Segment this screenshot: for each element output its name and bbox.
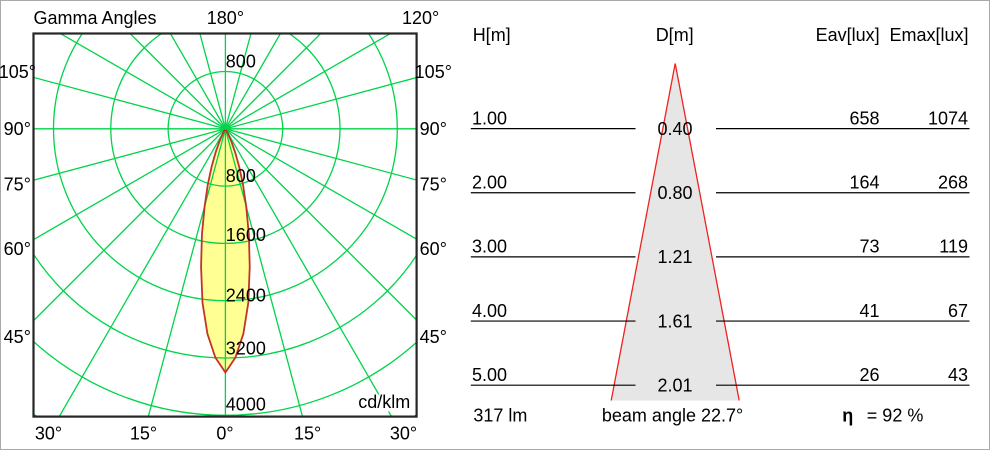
svg-text:1.61: 1.61 (657, 311, 692, 331)
svg-text:45°: 45° (4, 327, 31, 347)
svg-text:Emax[lux]: Emax[lux] (889, 25, 968, 45)
svg-text:4000: 4000 (226, 395, 266, 415)
svg-text:Eav[lux]: Eav[lux] (816, 25, 880, 45)
svg-text:beam angle 22.7°: beam angle 22.7° (602, 406, 743, 426)
svg-text:45°: 45° (420, 327, 447, 347)
svg-text:120°: 120° (402, 8, 439, 28)
svg-text:0.40: 0.40 (657, 119, 692, 139)
svg-text:= 92 %: = 92 % (867, 406, 924, 426)
svg-text:67: 67 (948, 301, 968, 321)
svg-text:658: 658 (849, 108, 879, 128)
svg-text:3200: 3200 (226, 338, 266, 358)
svg-text:268: 268 (938, 172, 968, 192)
svg-text:317 lm: 317 lm (473, 406, 527, 426)
svg-text:90°: 90° (420, 119, 447, 139)
svg-text:3.00: 3.00 (472, 237, 507, 257)
svg-text:90°: 90° (4, 119, 31, 139)
svg-text:η: η (842, 406, 853, 426)
svg-text:30°: 30° (390, 423, 417, 443)
svg-text:D[m]: D[m] (656, 25, 694, 45)
svg-text:4.00: 4.00 (472, 301, 507, 321)
svg-text:2400: 2400 (226, 286, 266, 306)
svg-text:800: 800 (226, 166, 256, 186)
svg-text:0.80: 0.80 (657, 183, 692, 203)
svg-text:2.00: 2.00 (472, 172, 507, 192)
svg-text:1.21: 1.21 (657, 247, 692, 267)
svg-text:cd/klm: cd/klm (358, 392, 410, 412)
svg-text:105°: 105° (0, 62, 36, 82)
svg-text:75°: 75° (4, 174, 31, 194)
svg-text:5.00: 5.00 (472, 365, 507, 385)
svg-text:73: 73 (859, 237, 879, 257)
svg-text:Gamma Angles: Gamma Angles (34, 8, 157, 28)
svg-text:60°: 60° (4, 239, 31, 259)
svg-text:105°: 105° (415, 62, 452, 82)
svg-text:800: 800 (226, 51, 256, 71)
svg-text:2.01: 2.01 (657, 375, 692, 395)
svg-text:H[m]: H[m] (473, 25, 511, 45)
svg-text:15°: 15° (130, 423, 157, 443)
svg-text:1.00: 1.00 (472, 108, 507, 128)
svg-text:164: 164 (849, 172, 879, 192)
svg-text:60°: 60° (420, 239, 447, 259)
svg-text:41: 41 (859, 301, 879, 321)
svg-text:180°: 180° (207, 8, 244, 28)
svg-text:0°: 0° (216, 423, 233, 443)
svg-text:119: 119 (939, 237, 968, 257)
svg-text:1600: 1600 (226, 225, 266, 245)
svg-text:26: 26 (859, 365, 879, 385)
svg-text:15°: 15° (294, 423, 321, 443)
svg-text:43: 43 (948, 365, 968, 385)
svg-text:30°: 30° (35, 423, 62, 443)
svg-text:75°: 75° (420, 174, 447, 194)
svg-text:1074: 1074 (928, 108, 968, 128)
